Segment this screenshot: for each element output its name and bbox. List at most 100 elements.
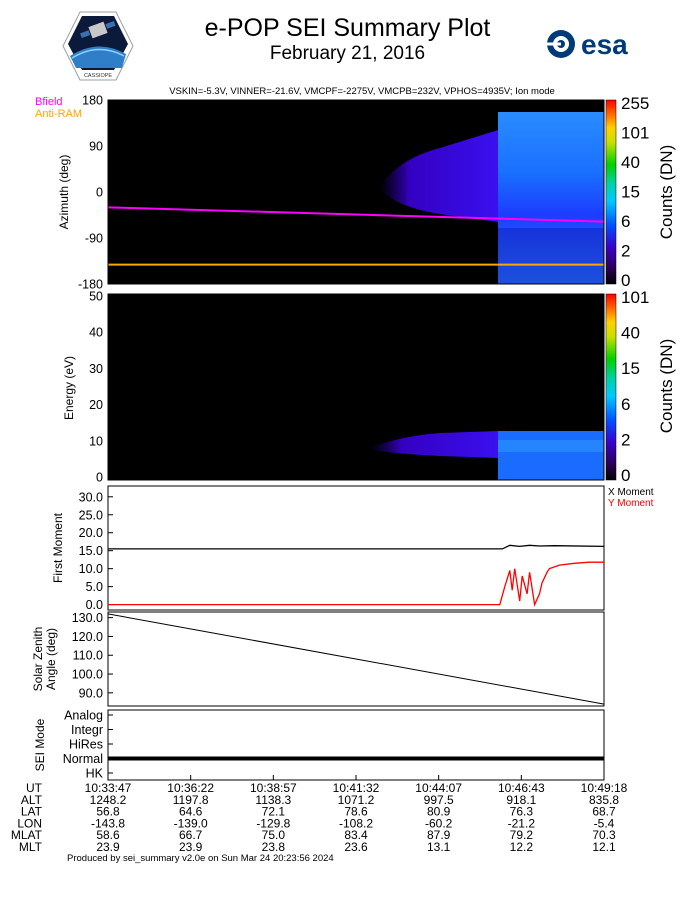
- solar-zenith-y-tick-label: 110.0: [73, 649, 103, 663]
- footer-credit: Produced by sei_summary v2.0e on Sun Mar…: [67, 853, 334, 864]
- time-table-cell: 10:44:07: [415, 781, 462, 795]
- solar-zenith-line: [107, 613, 605, 705]
- sei-mode-y-tick-label: Analog: [64, 709, 103, 723]
- azimuth-y-tick-label: 90: [89, 140, 103, 154]
- time-table-cell: 76.3: [510, 805, 534, 819]
- time-table-cell: 12.2: [510, 840, 534, 854]
- energy-ion-band: [370, 431, 498, 458]
- time-table-cell: 68.7: [592, 805, 616, 819]
- time-table-cell: 23.6: [344, 840, 368, 854]
- plot-title: e-POP SEI Summary Plot: [204, 14, 491, 42]
- first-moment-y-tick-label: 10.0: [79, 562, 103, 576]
- time-table-cell: 23.9: [179, 840, 203, 854]
- azimuth-colorbar-tick-label: 255: [621, 94, 649, 113]
- time-table-row-label: MLT: [19, 840, 43, 854]
- energy-y-tick-label: 10: [89, 434, 103, 448]
- time-table-row-label: LAT: [21, 805, 43, 819]
- time-table-cell: 75.0: [262, 828, 286, 842]
- azimuth-y-tick-label: -90: [85, 232, 103, 246]
- time-table-cell: 997.5: [424, 793, 454, 807]
- time-table-cell: -108.2: [339, 816, 373, 830]
- time-table-row-label: LON: [17, 816, 42, 830]
- energy-frame: [107, 293, 605, 481]
- time-table-cell: 1071.2: [338, 793, 375, 807]
- time-table-cell: -60.2: [425, 816, 453, 830]
- energy-colorbar-tick-label: 6: [621, 395, 630, 414]
- time-table-row-label: MLAT: [11, 828, 43, 842]
- time-table-cell: 78.6: [344, 805, 368, 819]
- cassiope-logo: CASSIOPE: [62, 10, 134, 82]
- energy-y-tick-label: 50: [89, 290, 103, 304]
- energy-colorbar: [605, 293, 617, 481]
- time-table-cell: 70.3: [592, 828, 616, 842]
- first-moment-ylabel: First Moment: [51, 512, 65, 583]
- first-moment-y-tick-label: 5.0: [86, 580, 103, 594]
- sei-mode-y-tick-label: Integr: [71, 723, 103, 737]
- plot-date: February 21, 2016: [269, 43, 426, 64]
- energy-ylabel: Energy (eV): [62, 356, 76, 420]
- bfield-line: [107, 206, 605, 223]
- time-table-cell: 80.9: [427, 805, 451, 819]
- time-table-cell: 10:46:43: [498, 781, 545, 795]
- azimuth-panel: 180 90 0 -90 -180 Azimuth (deg) 255 101 40 15 6 2…: [57, 94, 676, 292]
- legend-antiram: Anti-RAM: [35, 108, 83, 120]
- energy-y-tick-label: 40: [89, 326, 103, 340]
- azimuth-colorbar-tick-label: 6: [621, 212, 630, 231]
- energy-y-tick-label: 0: [96, 471, 103, 485]
- time-table-cell: 79.2: [510, 828, 534, 842]
- time-table-cell: 23.9: [96, 840, 120, 854]
- time-table-cell: 10:49:18: [581, 781, 628, 795]
- solar-zenith-ylabel-1: Solar Zenith: [31, 627, 45, 692]
- time-table-row-label: ALT: [21, 793, 43, 807]
- solar-zenith-panel: 130.0 120.0 110.0 100.0 90.0 Solar Zenith An…: [31, 611, 605, 707]
- azimuth-y-tick-label: 180: [82, 94, 103, 108]
- sei-mode-y-tick-label: HK: [86, 767, 104, 781]
- azimuth-colorbar-tick-label: 2: [621, 242, 630, 261]
- time-table-cell: 64.6: [179, 805, 203, 819]
- time-table-cell: 10:36:22: [167, 781, 214, 795]
- time-table-cell: -129.8: [256, 816, 290, 830]
- first-moment-y-tick-label: 0.0: [86, 598, 103, 612]
- time-table-cell: 10:33:47: [85, 781, 132, 795]
- sei-mode-frame: [107, 709, 605, 781]
- energy-colorbar-tick-label: 101: [621, 288, 649, 307]
- time-table-cell: 58.6: [96, 828, 120, 842]
- energy-y-tick-label: 20: [89, 398, 103, 412]
- time-table-cell: 1138.3: [255, 793, 291, 807]
- azimuth-colorbar-label: Counts (DN): [657, 145, 676, 239]
- azimuth-colorbar-tick-label: 40: [621, 153, 640, 172]
- cassiope-logo-text: CASSIOPE: [84, 73, 112, 79]
- solar-zenith-y-tick-label: 100.0: [72, 668, 103, 682]
- sei-mode-y-tick-label: HiRes: [69, 738, 103, 752]
- sei-mode-ylabel: SEI Mode: [33, 718, 47, 771]
- first-moment-panel: 30.0 25.0 20.0 15.0 10.0 5.0 0.0 First Moment: [51, 485, 605, 612]
- time-table-cell: 1197.8: [173, 793, 209, 807]
- solar-zenith-ylabel-2: Angle (deg): [44, 628, 58, 690]
- legend-bfield: Bfield: [35, 96, 63, 108]
- x-moment-line: [108, 544, 605, 550]
- time-table-cell: 13.1: [427, 840, 451, 854]
- azimuth-ion-cloud: [380, 130, 498, 222]
- energy-colorbar-tick-label: 2: [621, 430, 630, 449]
- time-table-cell: 10:38:57: [250, 781, 297, 795]
- instrument-params: VSKIN=-5.3V, VINNER=-21.6V, VMCPF=-2275V…: [169, 86, 555, 97]
- energy-y-tick-label: 30: [89, 362, 103, 376]
- solar-zenith-y-tick-label: 120.0: [72, 630, 103, 644]
- esa-logo-text: esa: [581, 29, 628, 60]
- azimuth-colorbar-tick-label: 15: [621, 183, 640, 202]
- time-table-cell: 1248.2: [90, 793, 127, 807]
- energy-colorbar-tick-label: 0: [621, 466, 630, 485]
- y-moment-line: [108, 561, 604, 607]
- time-table-cell: -5.4: [594, 816, 615, 830]
- azimuth-colorbar: [605, 99, 617, 285]
- time-table-cell: 56.8: [96, 805, 120, 819]
- azimuth-y-tick-label: 0: [96, 186, 103, 200]
- azimuth-colorbar-tick-label: 101: [621, 124, 649, 143]
- time-table-cell: 12.1: [592, 840, 616, 854]
- azimuth-y-tick-label: -180: [78, 278, 103, 292]
- time-table-cell: -139.0: [174, 816, 208, 830]
- time-table-cell: 835.8: [589, 793, 619, 807]
